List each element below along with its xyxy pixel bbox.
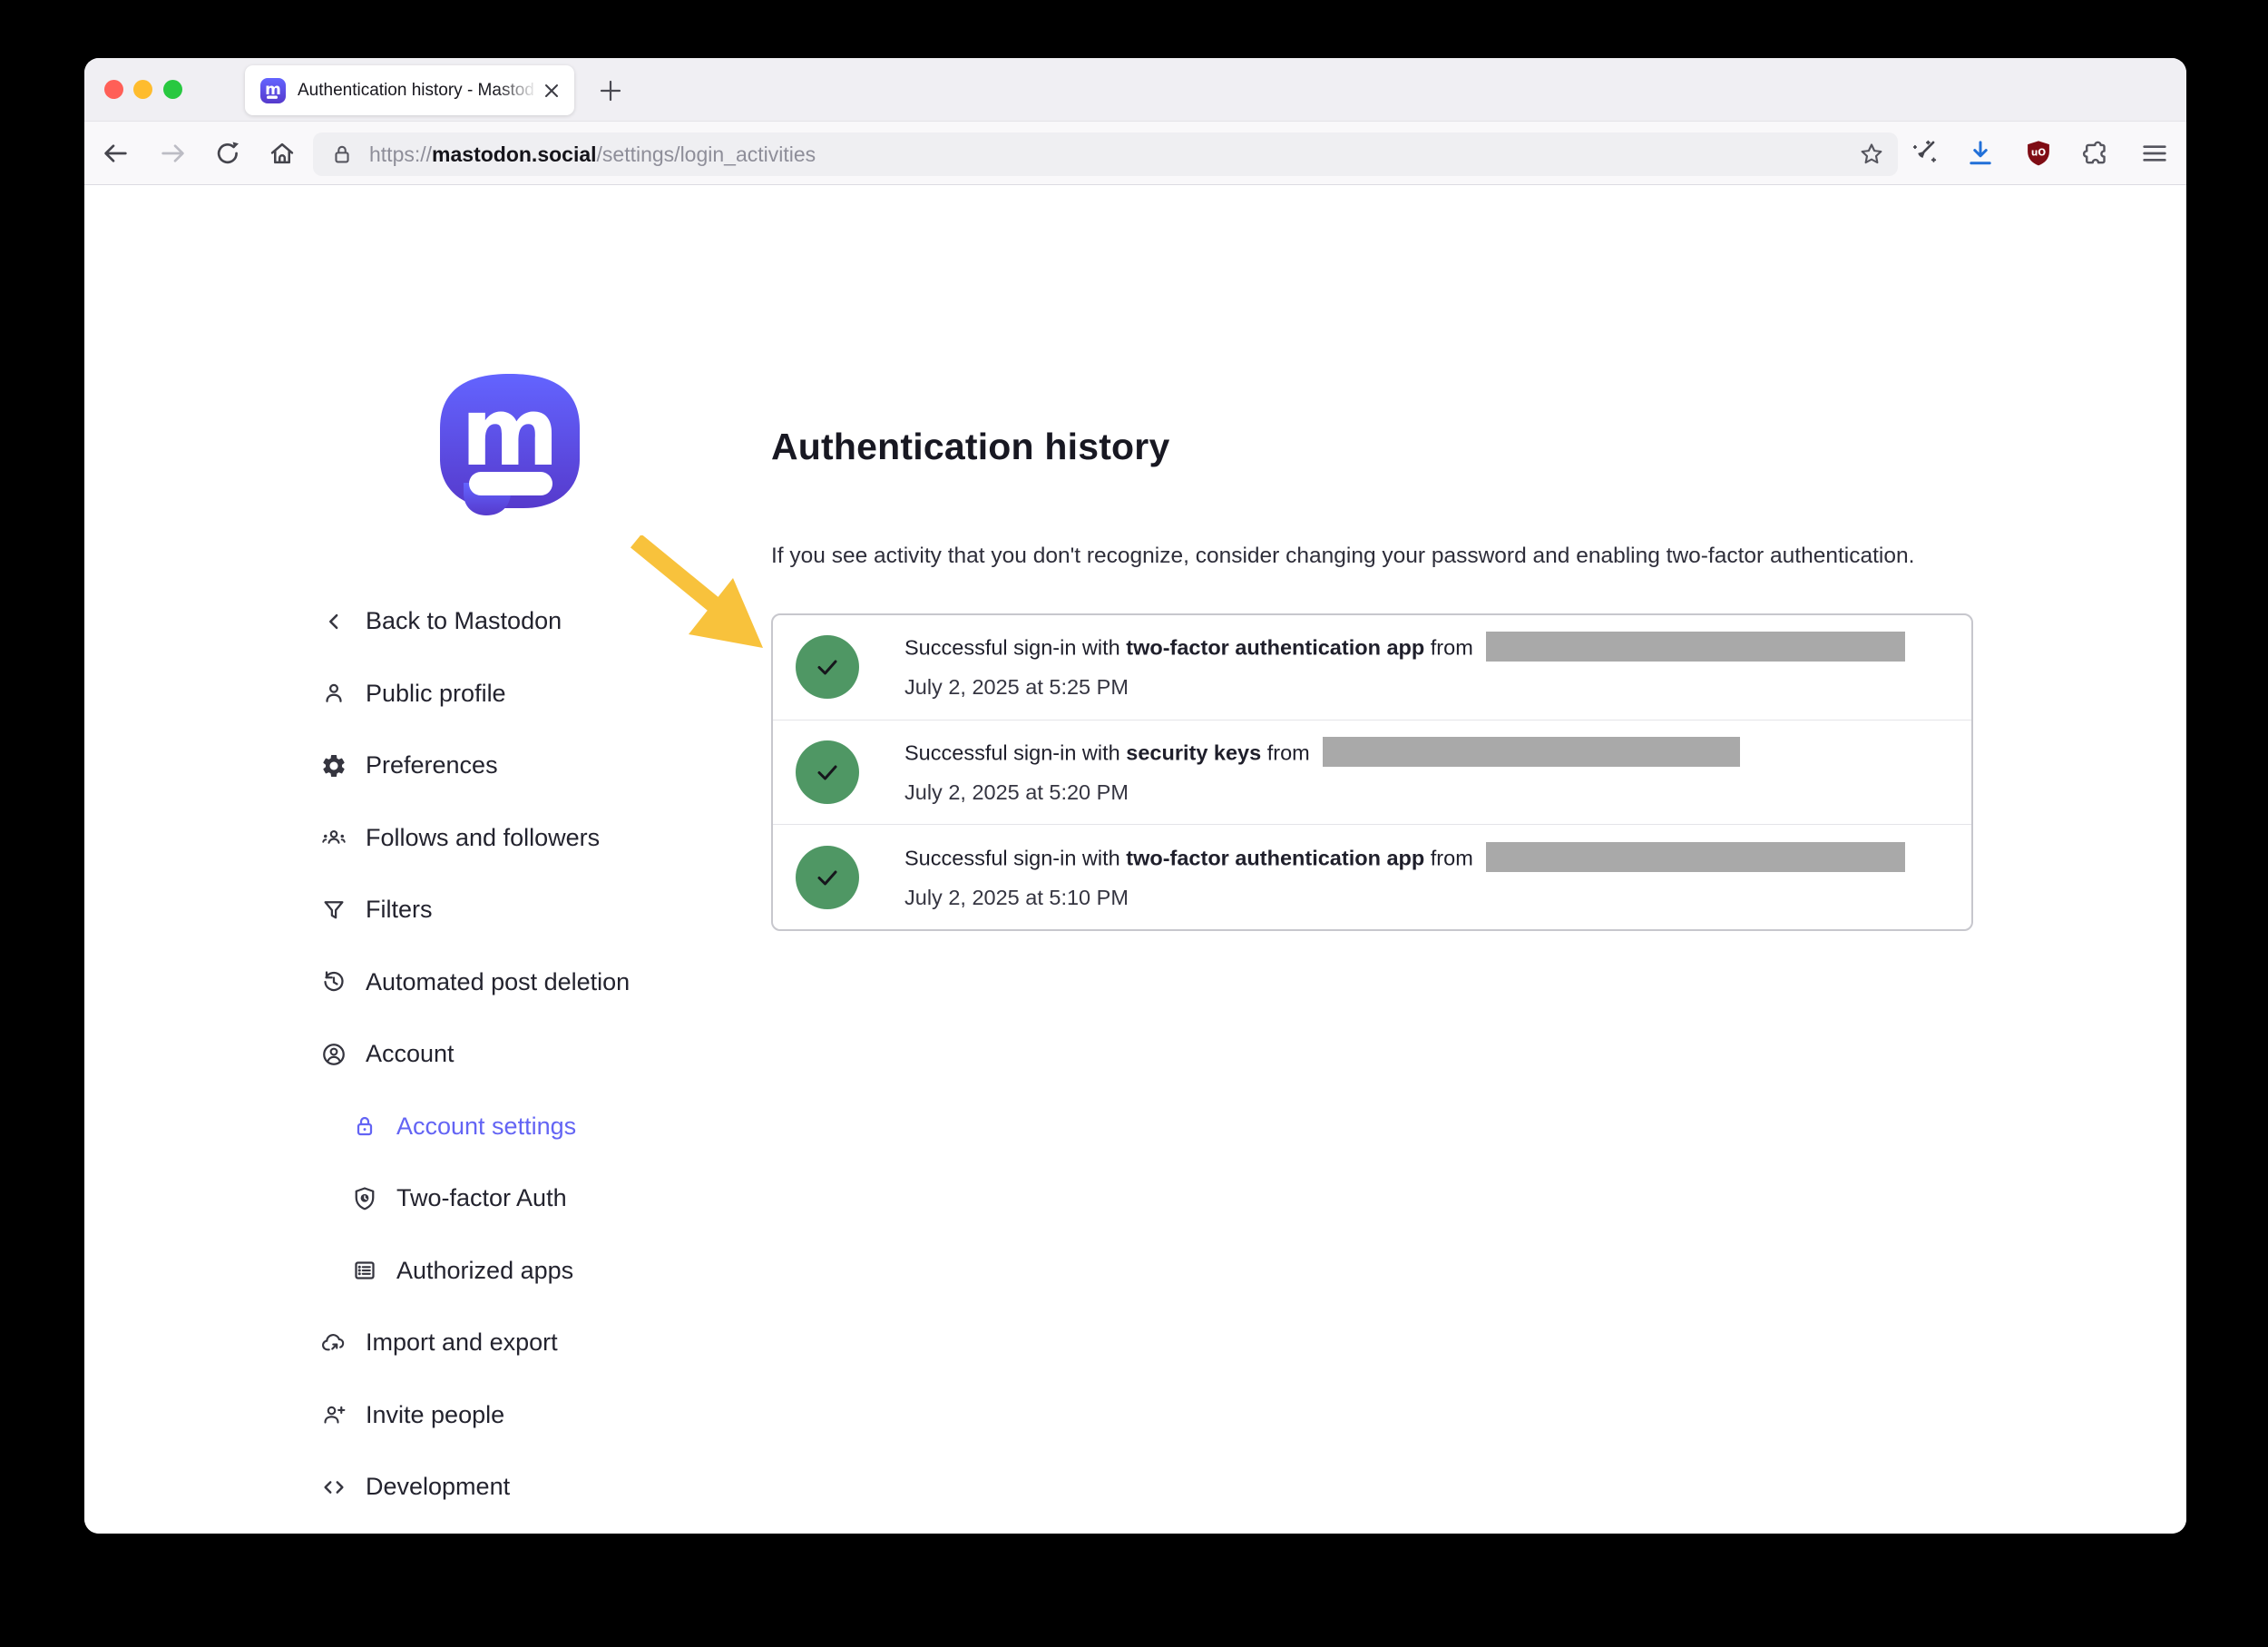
person-add-icon [317, 1399, 351, 1430]
auth-event-row: Successful sign-in with two-factor authe… [773, 824, 1971, 929]
browser-window: m Authentication history - Mastod [84, 58, 2186, 1534]
mastodon-logo: m [436, 372, 583, 524]
extensions-puzzle-icon[interactable] [2079, 136, 2114, 171]
redacted-ip-bar [1485, 841, 1905, 872]
reload-button[interactable] [211, 137, 244, 170]
page-content: m Back to Mastodon Public profile [84, 185, 2186, 1534]
sidebar-item-logout[interactable]: Logout [317, 1524, 734, 1534]
toolbar-extensions: uO [1905, 122, 2172, 184]
sidebar-item-account[interactable]: Account [317, 1018, 734, 1091]
sidebar-item-authorized-apps[interactable]: Authorized apps [317, 1235, 734, 1308]
menu-hamburger-icon[interactable] [2137, 136, 2172, 171]
auth-event-text: Successful sign-in with security keys fr… [904, 737, 1740, 805]
funnel-icon [317, 895, 351, 926]
chevron-left-icon [317, 606, 351, 637]
auth-event-text: Successful sign-in with two-factor authe… [904, 632, 1905, 700]
tab-title: Authentication history - Mastod [298, 80, 538, 101]
code-icon [317, 1472, 351, 1503]
auth-event-text: Successful sign-in with two-factor authe… [904, 841, 1905, 910]
sidebar-item-back-to-mastodon[interactable]: Back to Mastodon [317, 585, 734, 658]
url-text: https://mastodon.social/settings/login_a… [369, 142, 816, 166]
site-lock-icon[interactable] [329, 142, 355, 167]
page-title: Authentication history [771, 426, 1170, 468]
new-tab-button[interactable] [592, 73, 629, 109]
auth-event-timestamp: July 2, 2025 at 5:20 PM [904, 780, 1129, 805]
traffic-minimize-button[interactable] [133, 80, 152, 99]
shield-clock-icon [347, 1183, 382, 1214]
success-check-icon [796, 635, 859, 700]
success-check-icon [796, 845, 859, 909]
redacted-ip-bar [1322, 737, 1740, 768]
sidebar-item-development[interactable]: Development [317, 1451, 734, 1524]
person-icon [317, 678, 351, 709]
auth-method: security keys [1126, 740, 1262, 765]
sidebar-item-follows-and-followers[interactable]: Follows and followers [317, 802, 734, 875]
auth-method: two-factor authentication app [1126, 846, 1425, 870]
sidebar-item-account-settings[interactable]: Account settings [317, 1091, 734, 1163]
annotation-arrow-icon [627, 535, 772, 658]
browser-tab[interactable]: m Authentication history - Mastod [245, 65, 574, 115]
svg-text:uO: uO [2031, 147, 2046, 158]
sidebar-item-preferences[interactable]: Preferences [317, 730, 734, 802]
history-clock-icon [317, 966, 351, 997]
traffic-zoom-button[interactable] [163, 80, 182, 99]
download-icon[interactable] [1963, 136, 1998, 171]
traffic-close-button[interactable] [104, 80, 123, 99]
svg-text:m: m [461, 377, 559, 487]
sidebar-item-filters[interactable]: Filters [317, 874, 734, 946]
auth-method: two-factor authentication app [1126, 636, 1425, 661]
settings-sidebar: Back to Mastodon Public profile Preferen… [317, 585, 734, 1534]
ublock-origin-shield-icon[interactable]: uO [2021, 136, 2056, 171]
success-check-icon [796, 740, 859, 804]
auth-event-row: Successful sign-in with two-factor authe… [773, 615, 1971, 720]
account-circle-icon [317, 1039, 351, 1070]
gear-icon [317, 750, 351, 781]
auth-event-timestamp: July 2, 2025 at 5:10 PM [904, 885, 1129, 909]
redacted-ip-bar [1485, 632, 1905, 662]
lock-icon [347, 1111, 382, 1142]
sidebar-item-automated-post-deletion[interactable]: Automated post deletion [317, 946, 734, 1019]
navigation-toolbar: https://mastodon.social/settings/login_a… [84, 122, 2186, 185]
sidebar-item-import-and-export[interactable]: Import and export [317, 1307, 734, 1379]
page-description: If you see activity that you don't recog… [771, 543, 1915, 568]
sidebar-item-invite-people[interactable]: Invite people [317, 1379, 734, 1452]
auth-event-row: Successful sign-in with security keys fr… [773, 719, 1971, 825]
authentication-events-list: Successful sign-in with two-factor authe… [771, 613, 1973, 931]
people-group-icon [317, 822, 351, 853]
tab-close-icon[interactable] [538, 77, 565, 104]
svg-text:m: m [265, 81, 281, 99]
tab-title-fade [496, 80, 538, 101]
list-icon [347, 1255, 382, 1286]
home-button[interactable] [266, 137, 298, 170]
sidebar-item-public-profile[interactable]: Public profile [317, 658, 734, 730]
sidebar-item-two-factor-auth[interactable]: Two-factor Auth [317, 1162, 734, 1235]
bookmark-star-icon[interactable] [1858, 141, 1885, 168]
cloud-transfer-icon [317, 1328, 351, 1358]
back-button[interactable] [99, 137, 132, 170]
url-bar[interactable]: https://mastodon.social/settings/login_a… [313, 132, 1898, 176]
mastodon-favicon-icon: m [259, 77, 287, 104]
forward-button[interactable] [157, 137, 190, 170]
broom-extension-icon[interactable] [1905, 136, 1940, 171]
auth-event-timestamp: July 2, 2025 at 5:25 PM [904, 675, 1129, 700]
tab-bar: m Authentication history - Mastod [84, 58, 2186, 122]
